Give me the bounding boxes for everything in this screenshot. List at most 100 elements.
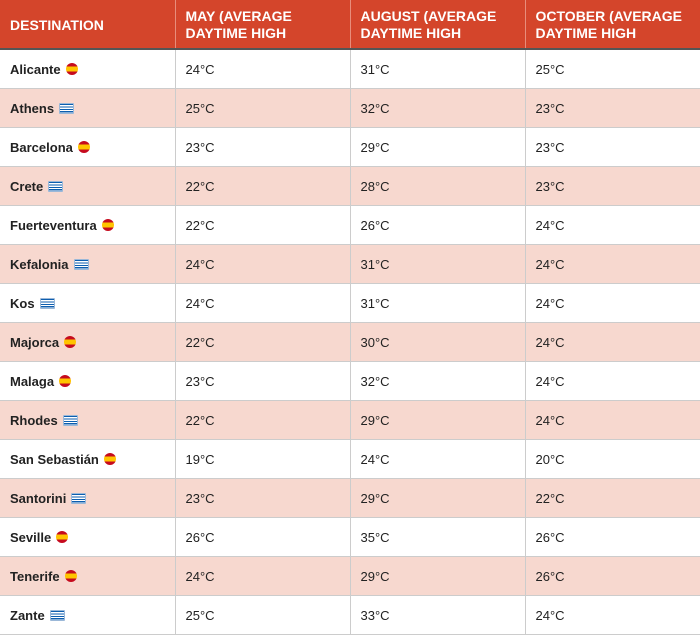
column-header: OCTOBER (AVERAGE DAYTIME HIGH	[525, 0, 700, 50]
destination-cell: Kefalonia	[0, 244, 176, 284]
temperature-cell: 22°C	[175, 400, 351, 440]
temperature-cell: 29°C	[350, 478, 526, 518]
temperature-cell: 26°C	[350, 205, 526, 245]
temperature-cell: 29°C	[350, 556, 526, 596]
destination-cell: Fuerteventura	[0, 205, 176, 245]
flag-icon	[56, 530, 69, 543]
flag-icon	[59, 102, 75, 114]
flag-icon	[103, 452, 116, 465]
temperature-cell: 29°C	[350, 127, 526, 167]
temperature-cell: 26°C	[525, 517, 700, 557]
destination-cell: Rhodes	[0, 400, 176, 440]
table-row: Malaga 23°C 32°C 24°C	[0, 361, 700, 401]
temperature-cell: 24°C	[175, 283, 351, 323]
destination-name: Kefalonia	[10, 256, 69, 272]
column-header: DESTINATION	[0, 0, 176, 50]
temperature-cell: 24°C	[175, 556, 351, 596]
destination-cell: Malaga	[0, 361, 176, 401]
temperature-cell: 22°C	[525, 478, 700, 518]
temperature-cell: 24°C	[525, 361, 700, 401]
flag-icon	[77, 140, 90, 153]
table-row: Kefalonia 24°C 31°C 24°C	[0, 244, 700, 284]
temperature-cell: 25°C	[175, 88, 351, 128]
temperature-cell: 26°C	[175, 517, 351, 557]
temperature-cell: 24°C	[525, 322, 700, 362]
temperature-cell: 23°C	[525, 127, 700, 167]
table-row: Seville 26°C 35°C 26°C	[0, 517, 700, 557]
table-row: Alicante 24°C 31°C 25°C	[0, 49, 700, 89]
temperature-cell: 24°C	[525, 595, 700, 635]
flag-icon	[39, 297, 55, 309]
temperature-cell: 33°C	[350, 595, 526, 635]
destination-cell: Majorca	[0, 322, 176, 362]
temperature-cell: 24°C	[350, 439, 526, 479]
temperature-cell: 23°C	[175, 478, 351, 518]
temperature-cell: 30°C	[350, 322, 526, 362]
column-header: AUGUST (AVERAGE DAYTIME HIGH	[350, 0, 526, 50]
table-row: Athens 25°C 32°C 23°C	[0, 88, 700, 128]
table-row: Barcelona 23°C 29°C 23°C	[0, 127, 700, 167]
temperature-cell: 23°C	[525, 88, 700, 128]
destination-name: Santorini	[10, 490, 67, 506]
temperature-cell: 25°C	[525, 49, 700, 89]
temperature-cell: 26°C	[525, 556, 700, 596]
temperature-cell: 25°C	[175, 595, 351, 635]
temperature-cell: 31°C	[350, 49, 526, 89]
temperature-cell: 23°C	[175, 127, 351, 167]
flag-icon	[62, 414, 78, 426]
destination-cell: Crete	[0, 166, 176, 206]
destination-name: Fuerteventura	[10, 217, 97, 233]
table-row: San Sebastián 19°C 24°C 20°C	[0, 439, 700, 479]
temperature-cell: 31°C	[350, 283, 526, 323]
destination-name: Malaga	[10, 373, 55, 389]
flag-icon	[64, 569, 77, 582]
destination-cell: Athens	[0, 88, 176, 128]
table-row: Zante 25°C 33°C 24°C	[0, 595, 700, 635]
temperature-cell: 19°C	[175, 439, 351, 479]
flag-icon	[101, 218, 114, 231]
destination-cell: Zante	[0, 595, 176, 635]
flag-icon	[65, 62, 78, 75]
destination-name: Majorca	[10, 334, 60, 350]
table-row: Crete 22°C 28°C 23°C	[0, 166, 700, 206]
temperature-cell: 32°C	[350, 361, 526, 401]
destination-cell: San Sebastián	[0, 439, 176, 479]
temperature-cell: 20°C	[525, 439, 700, 479]
destination-name: Kos	[10, 295, 35, 311]
temperature-cell: 22°C	[175, 166, 351, 206]
table-row: Rhodes 22°C 29°C 24°C	[0, 400, 700, 440]
temperature-cell: 24°C	[525, 400, 700, 440]
column-header: MAY (AVERAGE DAYTIME HIGH	[175, 0, 351, 50]
destination-name: Seville	[10, 529, 52, 545]
destination-name: Crete	[10, 178, 44, 194]
temperature-cell: 29°C	[350, 400, 526, 440]
temperature-cell: 32°C	[350, 88, 526, 128]
table-row: Tenerife 24°C 29°C 26°C	[0, 556, 700, 596]
destination-cell: Barcelona	[0, 127, 176, 167]
temperature-cell: 31°C	[350, 244, 526, 284]
destination-cell: Seville	[0, 517, 176, 557]
temperature-cell: 23°C	[175, 361, 351, 401]
destination-name: Zante	[10, 607, 45, 623]
temperature-cell: 22°C	[175, 322, 351, 362]
temperature-cell: 35°C	[350, 517, 526, 557]
flag-icon	[59, 374, 72, 387]
table-row: Fuerteventura 22°C 26°C 24°C	[0, 205, 700, 245]
destination-name: Rhodes	[10, 412, 58, 428]
temperature-cell: 24°C	[525, 283, 700, 323]
destination-name: San Sebastián	[10, 451, 99, 467]
destination-name: Barcelona	[10, 139, 73, 155]
flag-icon	[64, 335, 77, 348]
temperature-cell: 24°C	[175, 244, 351, 284]
destination-cell: Santorini	[0, 478, 176, 518]
flag-icon	[48, 180, 64, 192]
temperature-cell: 22°C	[175, 205, 351, 245]
flag-icon	[73, 258, 89, 270]
temperature-cell: 24°C	[525, 244, 700, 284]
destination-name: Athens	[10, 100, 55, 116]
destination-name: Alicante	[10, 61, 61, 77]
flag-icon	[71, 492, 87, 504]
temperature-cell: 24°C	[525, 205, 700, 245]
